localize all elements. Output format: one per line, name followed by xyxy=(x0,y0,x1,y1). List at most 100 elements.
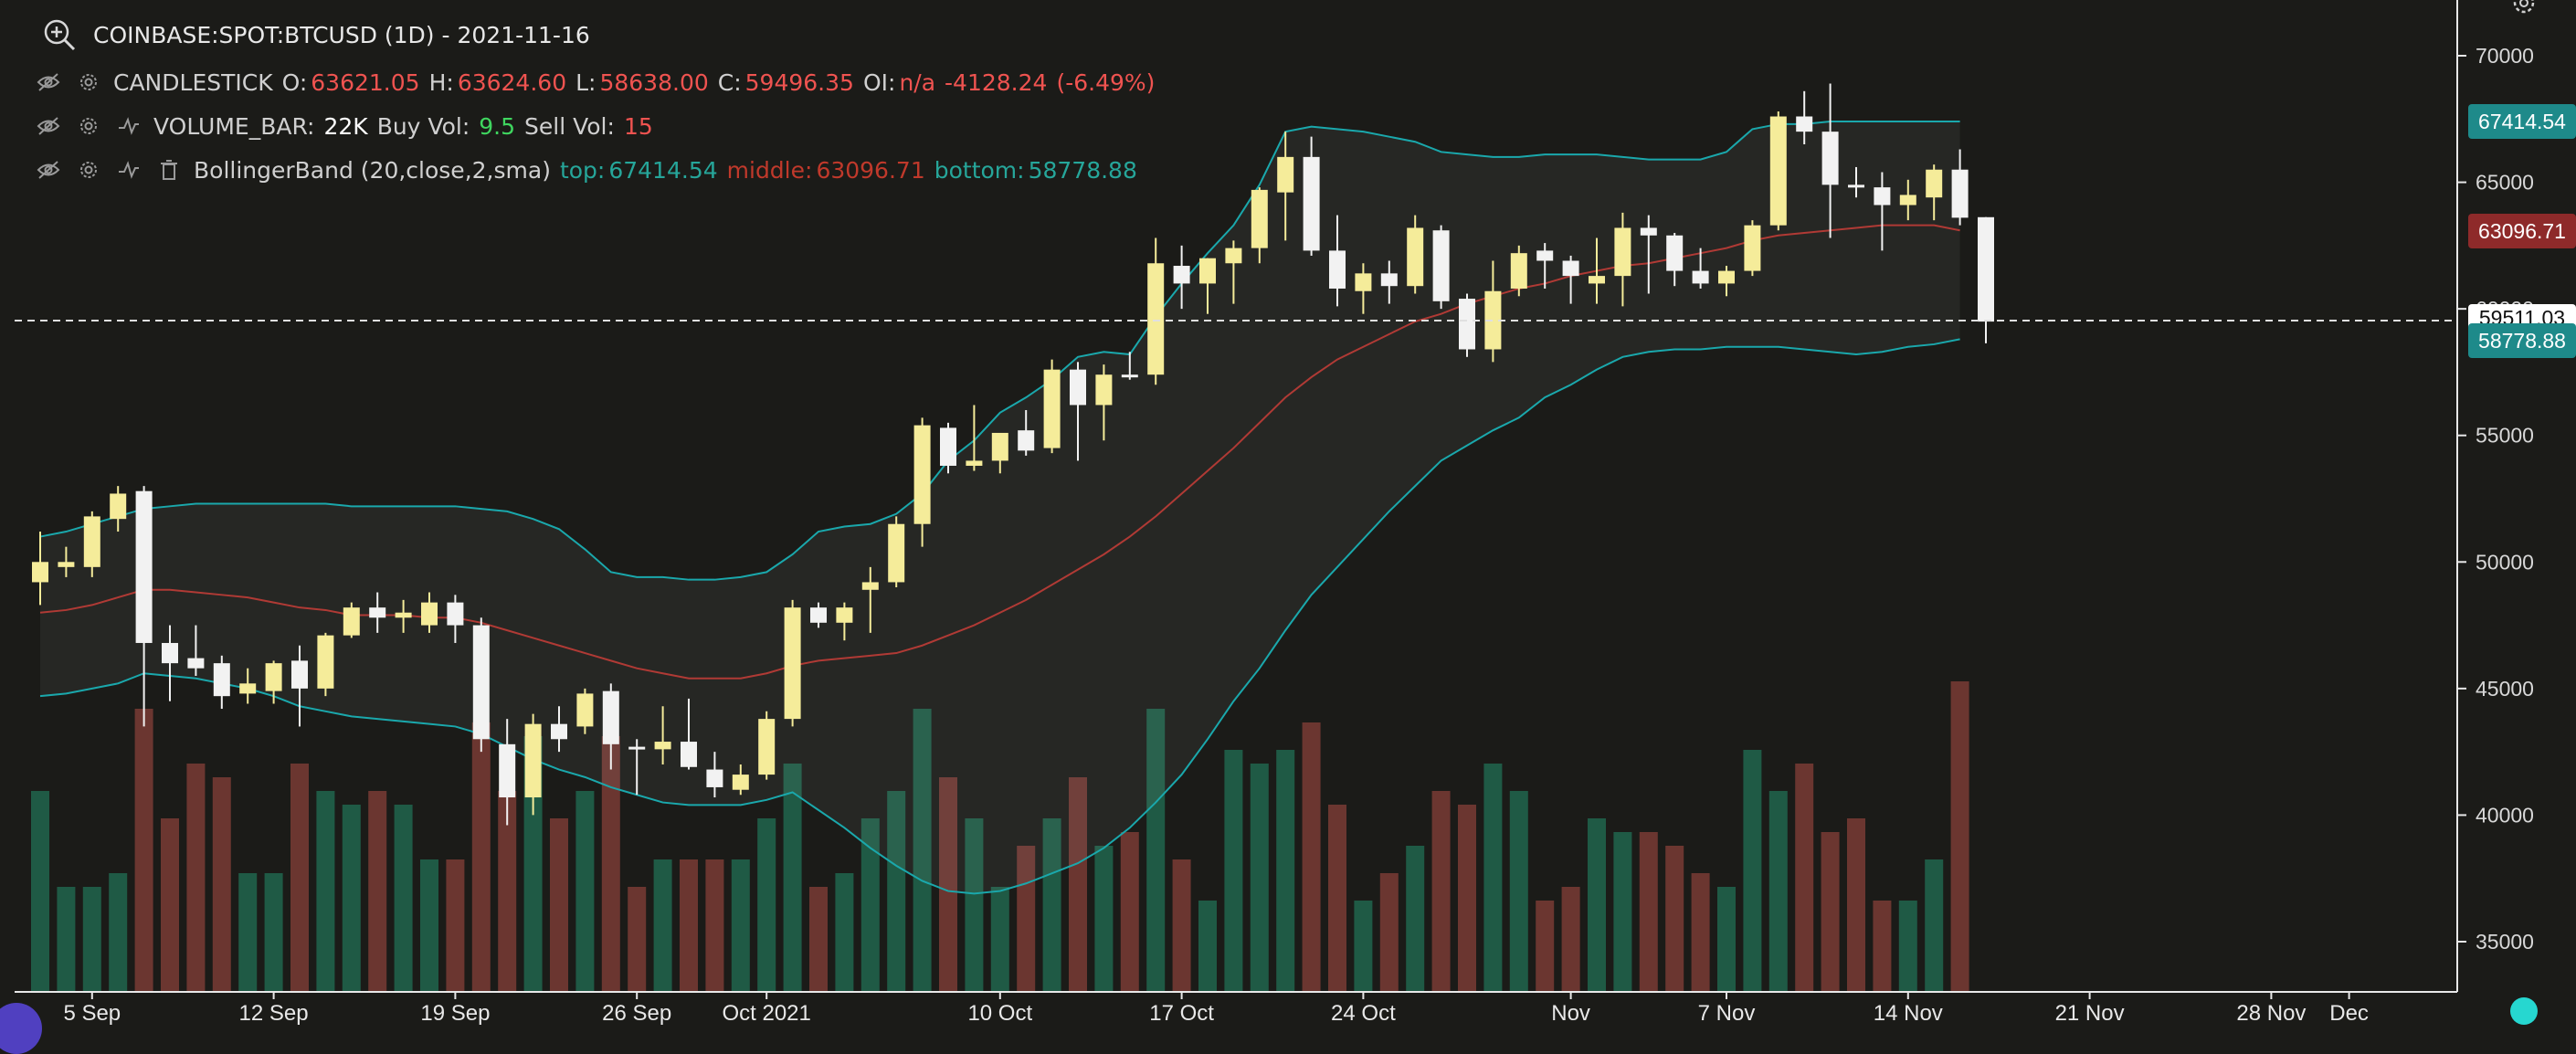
candle xyxy=(810,602,827,628)
volume-bar xyxy=(939,777,957,992)
candle-body xyxy=(1121,374,1138,378)
bb-middle-price-marker: 63096.71 xyxy=(2468,214,2576,248)
volume-bar xyxy=(1483,764,1503,992)
volume-bar xyxy=(394,805,413,992)
candle xyxy=(1407,215,1424,294)
candle xyxy=(1562,255,1579,304)
candle-body xyxy=(265,663,282,691)
volume-legend-row: VOLUME_BAR: 22K Buy Vol: 9.5 Sell Vol: 1… xyxy=(33,108,662,144)
time-tick-label: 26 Sep xyxy=(602,1001,671,1026)
volume-bar xyxy=(653,859,672,992)
candle xyxy=(187,625,205,676)
bollinger-band xyxy=(39,121,1960,895)
time-tick: 12 Sep xyxy=(239,992,309,1026)
time-tick: Nov xyxy=(1551,992,1590,1026)
volume-bar xyxy=(1691,873,1710,992)
trash-icon[interactable] xyxy=(153,154,185,185)
candle-body xyxy=(1848,184,1864,188)
volume-bar xyxy=(550,818,568,992)
visibility-off-icon[interactable] xyxy=(33,111,64,142)
candle xyxy=(940,422,956,474)
candle-body xyxy=(1640,227,1657,236)
volume-bar xyxy=(783,764,802,992)
volume-bar xyxy=(446,859,465,992)
candle-body xyxy=(1562,260,1579,277)
gear-icon[interactable] xyxy=(73,154,104,185)
volume-bar xyxy=(1354,901,1373,992)
gear-icon[interactable] xyxy=(73,67,104,98)
change-percent: (-6.49%) xyxy=(1056,69,1156,96)
candle-body xyxy=(1095,374,1113,406)
zoom-in-icon[interactable] xyxy=(42,17,77,52)
candle-body xyxy=(499,743,516,798)
price-tick-label: 65000 xyxy=(2476,171,2534,195)
candle-body xyxy=(991,432,1008,461)
candle-body xyxy=(1821,132,1839,185)
candle-body xyxy=(1666,235,1684,271)
candle xyxy=(1744,220,1761,277)
candle-body xyxy=(1329,250,1346,289)
time-tick-label: 12 Sep xyxy=(239,1001,309,1026)
candle xyxy=(1926,164,1943,221)
price-tick: 45000 xyxy=(2457,677,2534,701)
candle xyxy=(1666,233,1684,287)
price-tick-label: 55000 xyxy=(2476,424,2534,448)
candle xyxy=(1796,90,1813,144)
candle xyxy=(991,432,1008,474)
price-axis[interactable]: 7000065000600005500050000450004000035000 xyxy=(2457,44,2534,954)
volume-bar xyxy=(757,818,776,992)
candle-body xyxy=(1692,270,1709,284)
candle xyxy=(913,417,931,547)
candle xyxy=(1899,179,1916,221)
volume-bar xyxy=(212,777,231,992)
candle xyxy=(602,683,619,770)
candle-body xyxy=(1277,156,1294,193)
volume-bar xyxy=(1302,722,1321,992)
candle-body xyxy=(421,602,438,626)
sell-vol-value: 15 xyxy=(623,112,653,140)
volume-bar xyxy=(1406,846,1425,992)
time-tick: 10 Oct xyxy=(967,992,1032,1026)
status-dot[interactable] xyxy=(2510,997,2538,1025)
candle-body xyxy=(343,607,360,636)
candle-body xyxy=(940,427,956,466)
candle-body xyxy=(1536,250,1554,261)
time-axis[interactable]: 5 Sep 12 Sep 19 Sep 26 Sep Oct 2021 10 Oct 17 … xyxy=(63,992,2369,1026)
gear-icon[interactable] xyxy=(73,111,104,142)
candle xyxy=(1718,266,1735,297)
candle-body xyxy=(784,607,801,720)
volume-bar xyxy=(109,873,128,992)
price-tick: 40000 xyxy=(2457,803,2534,827)
volume-bar xyxy=(1094,846,1114,992)
candle xyxy=(265,660,282,704)
candle xyxy=(447,595,464,643)
settings-gear-icon[interactable] xyxy=(2510,0,2538,16)
candle xyxy=(1018,410,1035,456)
candle xyxy=(1199,258,1216,314)
candlesticks xyxy=(32,83,1994,826)
candle xyxy=(524,713,542,816)
candle xyxy=(1277,132,1294,241)
volume-bar xyxy=(705,859,724,992)
volume-bar xyxy=(1069,777,1087,992)
volume-bar xyxy=(887,791,906,992)
volume-bar xyxy=(264,873,283,992)
candle-body xyxy=(395,612,412,618)
volume-bar xyxy=(1561,887,1580,992)
candle-body xyxy=(1251,189,1268,248)
candle-body xyxy=(187,658,205,669)
candle xyxy=(1329,215,1346,307)
candle xyxy=(784,599,801,727)
candle-body xyxy=(602,690,619,744)
visibility-off-icon[interactable] xyxy=(33,67,64,98)
volume-bar xyxy=(1821,832,1840,992)
candle-body xyxy=(1173,266,1190,284)
indicator-icon[interactable] xyxy=(113,111,144,142)
visibility-off-icon[interactable] xyxy=(33,154,64,185)
candle-body xyxy=(317,635,334,689)
bollinger-top-line xyxy=(39,121,1960,581)
candle xyxy=(343,602,360,638)
indicator-icon[interactable] xyxy=(113,154,144,185)
candle xyxy=(551,706,567,753)
